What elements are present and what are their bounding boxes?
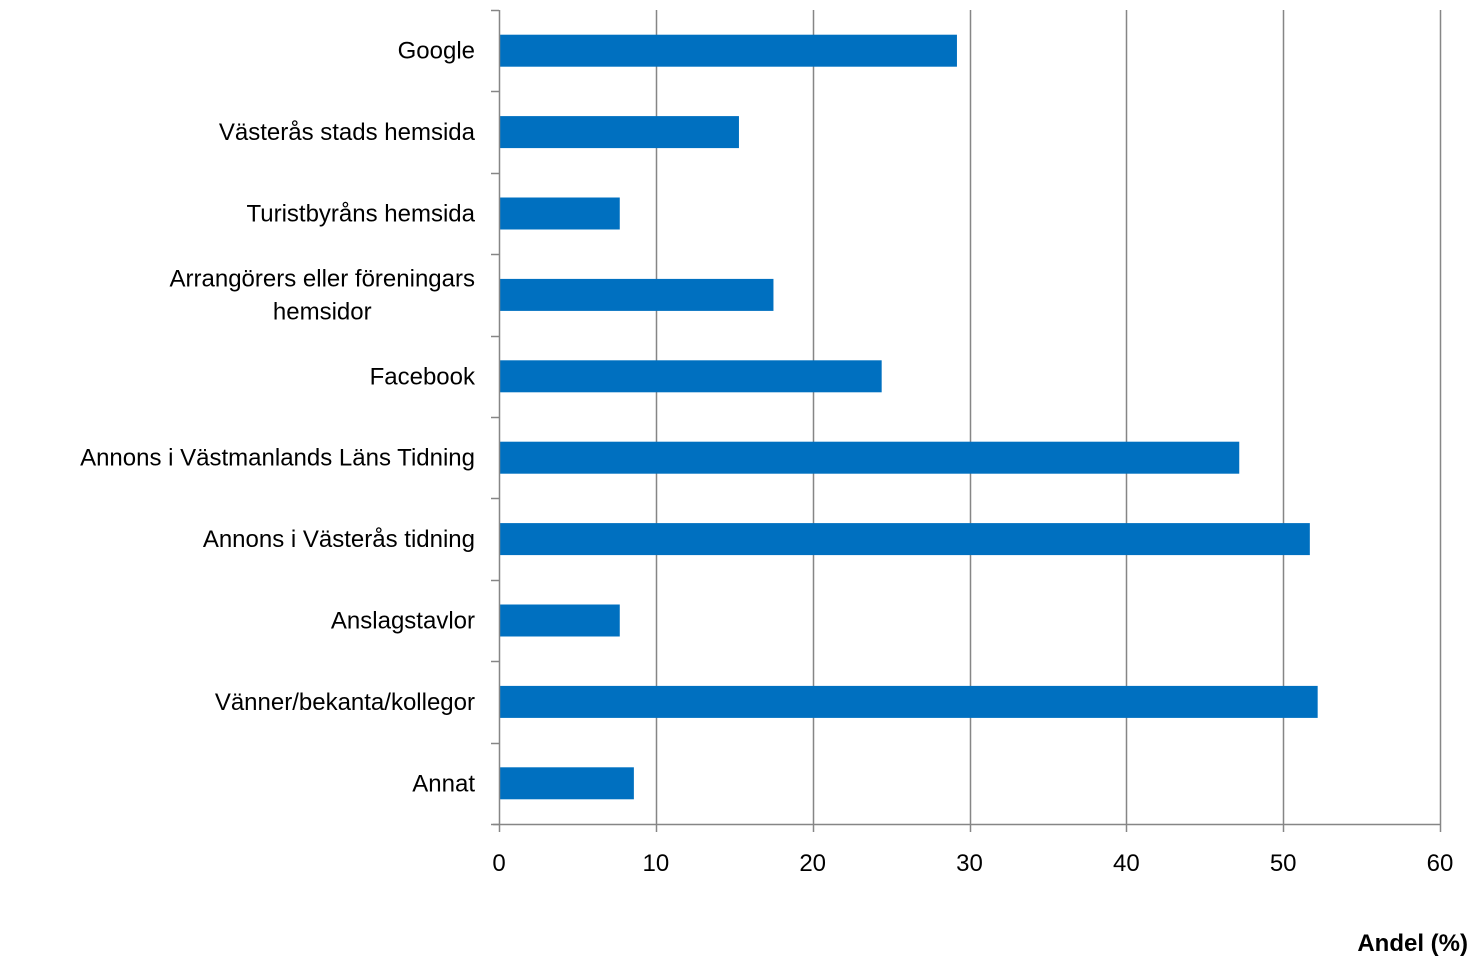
bars	[500, 34, 1318, 800]
bar-5	[500, 441, 1240, 474]
x-tick-label-60: 60	[1427, 850, 1454, 877]
category-label-4: Facebook	[370, 363, 476, 390]
axes	[491, 9, 1442, 832]
category-label-5: Annons i Västmanlands Läns Tidning	[80, 445, 475, 472]
x-tick-label-20: 20	[799, 850, 826, 877]
bar-9	[500, 767, 634, 800]
category-label-line: Anslagstavlor	[331, 608, 475, 635]
x-tick-label-50: 50	[1270, 850, 1297, 877]
x-tick-labels: 0 10 20 30 40 50 60	[492, 850, 1453, 877]
x-tick-label-0: 0	[492, 850, 505, 877]
bar-0	[500, 34, 957, 67]
category-label-line: Google	[398, 38, 475, 65]
x-tick-label-10: 10	[642, 850, 669, 877]
bar-2	[500, 197, 620, 230]
category-label-line: Arrangörers eller föreningars	[170, 265, 475, 292]
bar-3	[500, 278, 774, 311]
bar-4	[500, 360, 882, 393]
category-label-line: Vänner/bekanta/kollegor	[215, 689, 475, 716]
bar-1	[500, 116, 739, 149]
bar-8	[500, 685, 1318, 718]
category-label-9: Annat	[412, 770, 475, 797]
category-label-2: Turistbyråns hemsida	[246, 201, 475, 228]
category-label-8: Vänner/bekanta/kollegor	[215, 689, 475, 716]
category-label-line: Annat	[412, 770, 475, 797]
bar-7	[500, 604, 620, 637]
category-label-7: Anslagstavlor	[331, 608, 475, 635]
category-label-line: Annons i Västerås tidning	[203, 526, 475, 553]
category-label-line: hemsidor	[273, 298, 372, 325]
category-labels: Google Västerås stads hemsida Turistbyråns…	[80, 38, 476, 798]
category-label-6: Annons i Västerås tidning	[203, 526, 475, 553]
x-tick-label-40: 40	[1113, 850, 1140, 877]
category-label-line: Annons i Västmanlands Läns Tidning	[80, 445, 475, 472]
x-tick-label-30: 30	[956, 850, 983, 877]
category-label-line: Västerås stads hemsida	[219, 119, 476, 146]
category-label-line: Facebook	[370, 363, 476, 390]
bar-6	[500, 523, 1310, 556]
x-axis-title: Andel (%)	[1357, 930, 1468, 957]
category-label-1: Västerås stads hemsida	[219, 119, 476, 146]
category-label-0: Google	[398, 38, 475, 65]
category-label-3: Arrangörers eller föreningars hemsidor	[170, 265, 475, 325]
category-label-line: Turistbyråns hemsida	[246, 201, 475, 228]
